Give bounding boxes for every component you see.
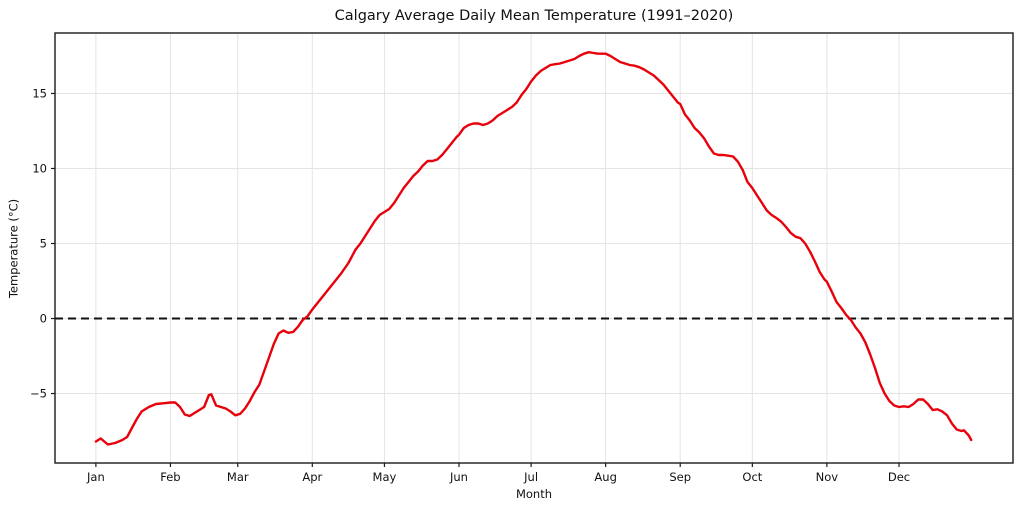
x-tick-label: Feb	[160, 470, 180, 484]
x-tick-label: Apr	[302, 470, 322, 484]
y-tick-label: 15	[32, 86, 47, 100]
x-tick-label: May	[373, 470, 397, 484]
y-tick-label: 10	[32, 161, 47, 175]
x-tick-label: Dec	[888, 470, 910, 484]
y-tick-label: −5	[30, 387, 47, 401]
x-tick-label: Nov	[816, 470, 839, 484]
y-tick-label: 0	[40, 312, 47, 326]
x-tick-label: Jan	[86, 470, 105, 484]
x-tick-label: Jun	[449, 470, 468, 484]
y-tick-label: 5	[40, 236, 47, 250]
y-axis-label: Temperature (°C)	[6, 198, 21, 299]
x-tick-label: Jul	[523, 470, 538, 484]
x-tick-label: Mar	[227, 470, 249, 484]
x-tick-label: Oct	[742, 470, 762, 484]
x-tick-label: Sep	[669, 470, 691, 484]
x-axis-label: Month	[515, 487, 553, 501]
x-tick-label: Aug	[594, 470, 616, 484]
plot-background	[55, 33, 1013, 463]
chart-title: Calgary Average Daily Mean Temperature (…	[334, 8, 734, 24]
temperature-series-line	[94, 51, 973, 446]
axes-spines	[54, 32, 1014, 464]
